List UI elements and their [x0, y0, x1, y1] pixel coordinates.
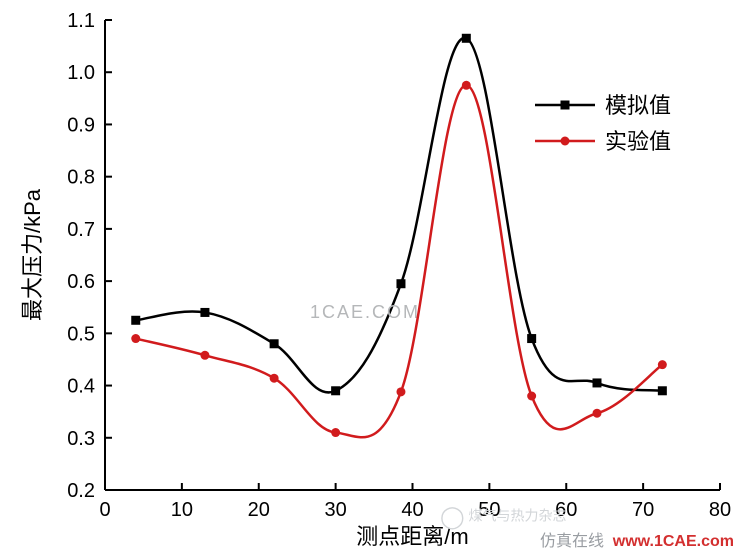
series-marker [462, 34, 471, 43]
watermark-cn: 仿真在线 [540, 527, 604, 551]
y-tick-label: 1.0 [67, 62, 95, 84]
x-tick-label: 10 [171, 499, 193, 521]
legend-marker [561, 101, 570, 110]
series-line [136, 85, 663, 437]
y-tick-label: 0.9 [67, 114, 95, 136]
series-marker [131, 334, 140, 343]
wechat-text: 煤气与热力杂志 [469, 508, 567, 524]
series-marker [658, 386, 667, 395]
series-marker [331, 428, 340, 437]
x-tick-label: 70 [632, 499, 654, 521]
y-tick-label: 1.1 [67, 10, 95, 32]
series-marker [593, 409, 602, 418]
x-tick-label: 40 [401, 499, 423, 521]
y-tick-label: 0.4 [67, 376, 95, 398]
y-tick-label: 0.3 [67, 428, 95, 450]
series-marker [331, 386, 340, 395]
y-axis-label: 最大压力/kPa [20, 188, 45, 321]
series-marker [527, 334, 536, 343]
series-marker [270, 374, 279, 383]
series-marker [270, 339, 279, 348]
series-marker [200, 351, 209, 360]
series-marker [658, 360, 667, 369]
watermark-center: 1CAE.COM [310, 302, 420, 323]
x-tick-label: 30 [325, 499, 347, 521]
y-tick-label: 0.5 [67, 323, 95, 345]
legend-label: 实验值 [605, 129, 671, 154]
watermark-link: www.1CAE.com [613, 533, 734, 551]
x-tick-label: 80 [709, 499, 731, 521]
y-tick-label: 0.7 [67, 219, 95, 241]
legend-marker [561, 137, 570, 146]
x-tick-label: 20 [248, 499, 270, 521]
series-marker [527, 392, 536, 401]
legend-label: 模拟值 [605, 93, 671, 118]
series-line [136, 38, 663, 393]
series-marker [396, 279, 405, 288]
y-tick-label: 0.8 [67, 167, 95, 189]
series-marker [593, 378, 602, 387]
series-marker [200, 308, 209, 317]
wechat-icon: ◯ [440, 504, 465, 529]
y-tick-label: 0.2 [67, 480, 95, 502]
y-tick-label: 0.6 [67, 271, 95, 293]
series-marker [462, 81, 471, 90]
series-marker [131, 316, 140, 325]
series-marker [396, 387, 405, 396]
x-tick-label: 0 [99, 499, 110, 521]
